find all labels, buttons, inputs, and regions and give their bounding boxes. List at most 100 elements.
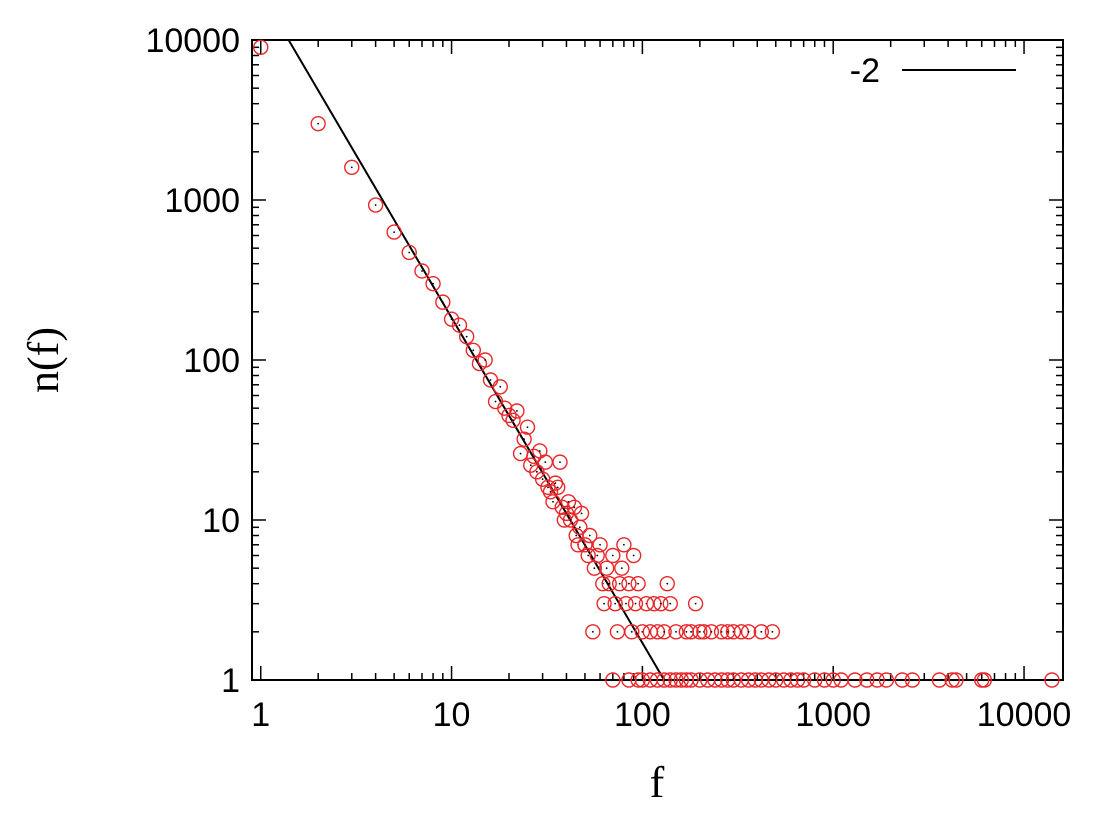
data-point-center: [885, 679, 888, 681]
ticks-layer: [252, 39, 1063, 681]
data-point-ring: [976, 672, 993, 688]
data-point-ring: [501, 407, 517, 424]
data-point-center: [628, 582, 630, 585]
data-point-center: [616, 630, 619, 633]
data-point-center: [634, 602, 637, 605]
data-point-center: [622, 543, 625, 546]
data-point: [931, 672, 948, 688]
data-point: [601, 575, 617, 592]
data-point-ring: [869, 672, 885, 688]
x-tick-label: 10: [433, 696, 471, 734]
data-point-ring: [807, 672, 823, 688]
data-point-ring: [944, 672, 960, 688]
data-point-center: [580, 512, 583, 515]
data-point-center: [573, 506, 576, 509]
x-tick-label: 1: [251, 696, 270, 734]
data-point: [253, 39, 269, 56]
data-point-center: [625, 602, 627, 605]
data-point-center: [538, 450, 541, 452]
data-point-center: [618, 582, 621, 585]
data-point-ring: [630, 672, 646, 688]
data-point-center: [588, 534, 591, 537]
data-point: [624, 624, 640, 640]
data-point-center: [823, 679, 826, 681]
data-point-center: [317, 122, 320, 125]
data-point-ring: [545, 494, 561, 510]
data-point: [740, 624, 757, 640]
data-point: [859, 672, 875, 688]
data-point-ring: [668, 624, 684, 640]
data-point-center: [472, 349, 475, 352]
y-tick-label: 10: [202, 502, 240, 540]
data-point: [869, 672, 885, 688]
data-point: [764, 624, 781, 640]
data-point-ring: [401, 244, 417, 261]
data-point-ring: [425, 275, 441, 292]
data-point: [662, 672, 678, 688]
y-tick-label: 10000: [145, 22, 240, 60]
data-point-ring: [492, 379, 508, 395]
data-point: [609, 624, 626, 640]
data-point: [703, 624, 720, 640]
data-point-ring: [451, 317, 468, 333]
data-point-center: [951, 679, 954, 681]
data-point-center: [535, 470, 538, 473]
data-point-center: [484, 359, 487, 361]
data-point-ring: [692, 624, 708, 640]
data-point: [683, 624, 699, 640]
data-point: [435, 294, 451, 310]
data-point-ring: [764, 624, 781, 640]
data-point: [465, 342, 482, 358]
data-point: [537, 454, 554, 470]
data-point-center: [680, 679, 683, 681]
legend-label: -2: [850, 52, 880, 90]
data-point: [605, 672, 621, 688]
data-point: [816, 672, 833, 688]
data-point-ring: [465, 342, 482, 358]
data-point-center: [983, 679, 986, 681]
data-point: [607, 595, 623, 612]
data-point-center: [519, 452, 522, 455]
data-point-ring: [659, 575, 675, 592]
data-point: [386, 224, 402, 240]
data-point-center: [512, 419, 514, 422]
data-point-center: [980, 679, 983, 681]
reference-line-layer: [287, 39, 665, 681]
legend: -2: [850, 52, 1016, 90]
data-point-ring: [740, 624, 757, 640]
data-point: [367, 197, 384, 213]
data-point: [618, 595, 634, 612]
data-point-ring: [560, 494, 577, 510]
data-point-center: [694, 602, 697, 605]
data-point-center: [599, 543, 601, 546]
data-point-center: [690, 679, 693, 681]
data-point: [795, 672, 812, 688]
data-point: [659, 575, 675, 592]
data-point-ring: [592, 537, 608, 553]
data-point: [532, 443, 548, 459]
data-point: [878, 672, 895, 688]
data-point-ring: [344, 159, 360, 176]
data-point-center: [529, 464, 532, 467]
data-point-center: [374, 204, 377, 206]
data-point-ring: [598, 560, 615, 576]
data-point-center: [441, 301, 444, 304]
data-point-center: [593, 567, 596, 570]
data-point-ring: [573, 505, 590, 522]
data-point-center: [587, 554, 590, 557]
data-point-center: [747, 630, 750, 633]
data-point-ring: [1044, 672, 1060, 688]
data-point-center: [630, 630, 633, 633]
data-point-ring: [931, 672, 948, 688]
data-point: [634, 624, 651, 640]
data-point-center: [350, 166, 353, 169]
data-point-center: [499, 385, 502, 388]
data-point: [673, 672, 690, 688]
data-point-center: [503, 407, 506, 410]
data-point-ring: [618, 595, 634, 612]
y-tick-label: 100: [183, 342, 240, 380]
data-point-center: [603, 602, 605, 605]
data-point-ring: [683, 624, 699, 640]
data-point: [904, 672, 921, 688]
data-point-center: [1051, 679, 1053, 681]
